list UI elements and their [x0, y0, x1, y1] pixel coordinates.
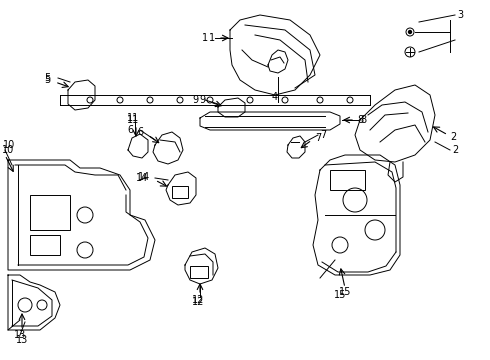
- Text: 14: 14: [138, 172, 150, 182]
- Text: 12: 12: [192, 295, 204, 305]
- Text: 10: 10: [3, 140, 15, 150]
- Text: 2: 2: [452, 145, 458, 155]
- Text: 13: 13: [16, 335, 28, 345]
- Text: 14: 14: [136, 173, 148, 183]
- Text: 8: 8: [357, 115, 363, 125]
- Bar: [190, 266, 208, 278]
- Text: 13: 13: [14, 330, 26, 340]
- Text: 6: 6: [127, 125, 133, 135]
- Bar: [30, 195, 70, 230]
- Text: 11: 11: [127, 113, 139, 123]
- Bar: [172, 186, 188, 198]
- Text: 5: 5: [44, 73, 50, 83]
- Text: 12: 12: [192, 297, 204, 307]
- Text: 1: 1: [202, 33, 208, 43]
- Text: 6: 6: [137, 127, 143, 137]
- Text: 9: 9: [199, 95, 205, 105]
- Text: 10: 10: [2, 145, 14, 155]
- Text: 11: 11: [127, 115, 139, 125]
- Bar: [330, 170, 365, 190]
- Text: 7: 7: [315, 133, 321, 143]
- Text: 4: 4: [272, 92, 278, 102]
- Text: 15: 15: [334, 290, 346, 300]
- Circle shape: [409, 31, 412, 33]
- Text: 9: 9: [192, 95, 198, 105]
- Text: 7: 7: [320, 130, 326, 140]
- Text: 1: 1: [209, 33, 215, 43]
- Text: 8: 8: [360, 115, 366, 125]
- Text: 2: 2: [450, 132, 456, 142]
- Bar: [30, 235, 60, 255]
- Text: 15: 15: [339, 287, 351, 297]
- Text: 3: 3: [457, 10, 463, 20]
- Text: 5: 5: [44, 75, 50, 85]
